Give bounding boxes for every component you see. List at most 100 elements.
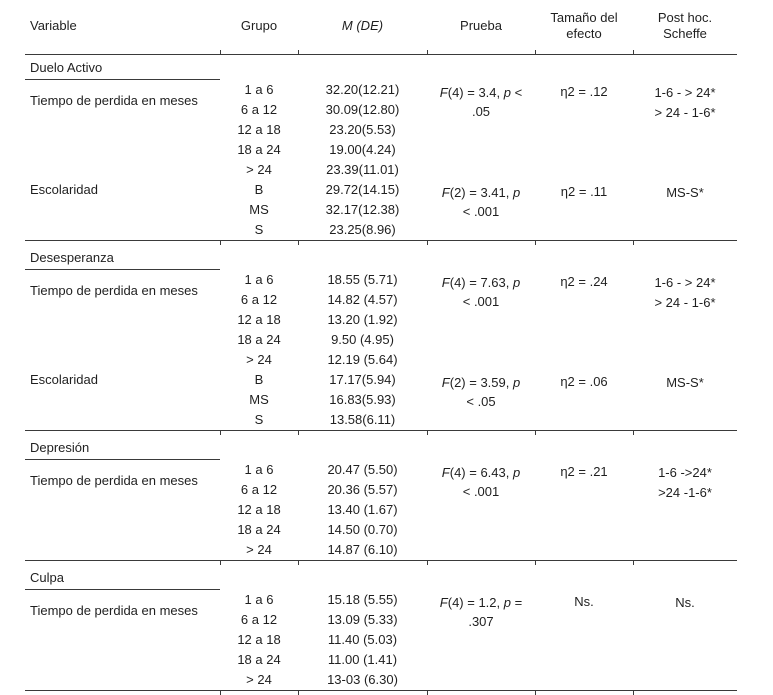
m-de-cell: 23.25(8.96) — [298, 220, 427, 241]
col-header-tamano-del-efecto: Tamaño del efecto — [535, 6, 633, 50]
group-cell: 6 a 12 — [220, 610, 298, 630]
section-title: Duelo Activo — [25, 55, 220, 80]
m-de-cell: 13.20 (1.92) — [298, 310, 427, 330]
effect-size-cell: η2 = .11 — [535, 180, 633, 241]
group-cell: 6 a 12 — [220, 100, 298, 120]
group-cell: B — [220, 180, 298, 200]
group-cell: > 24 — [220, 160, 298, 180]
m-de-cell: 16.83(5.93) — [298, 390, 427, 410]
m-de-cell: 20.47 (5.50) — [298, 460, 427, 480]
group-cell: MS — [220, 390, 298, 410]
col-header-post-hoc-scheffe: Post hoc. Scheffe — [633, 6, 737, 50]
m-de-cell: 12.19 (5.64) — [298, 350, 427, 370]
section-title-row: Culpa — [25, 565, 737, 590]
m-de-cell: 14.50 (0.70) — [298, 520, 427, 540]
group-cell: > 24 — [220, 540, 298, 561]
variable-cell: Tiempo de perdida en meses — [25, 460, 220, 561]
col-header-m-de: M (DE) — [298, 6, 427, 50]
group-cell: 1 a 6 — [220, 270, 298, 290]
section-title-row: Duelo Activo — [25, 55, 737, 81]
m-de-cell: 15.18 (5.55) — [298, 590, 427, 610]
prueba-cell: F(4) = 7.63, p< .001 — [427, 270, 535, 370]
m-de-cell: 32.17(12.38) — [298, 200, 427, 220]
rule-row — [25, 691, 737, 695]
section-title-cell: Depresión — [25, 435, 737, 460]
group-cell: 1 a 6 — [220, 590, 298, 610]
m-de-cell: 30.09(12.80) — [298, 100, 427, 120]
m-de-cell: 29.72(14.15) — [298, 180, 427, 200]
group-cell: S — [220, 220, 298, 241]
group-cell: B — [220, 370, 298, 390]
prueba-cell: F(4) = 1.2, p =.307 — [427, 590, 535, 691]
section-title: Desesperanza — [25, 245, 220, 270]
group-cell: 18 a 24 — [220, 650, 298, 670]
variable-cell: Tiempo de perdida en meses — [25, 80, 220, 180]
post-hoc-cell: 1-6 - > 24*> 24 - 1-6* — [633, 270, 737, 370]
group-cell: 12 a 18 — [220, 310, 298, 330]
group-cell: > 24 — [220, 350, 298, 370]
m-de-cell: 13.58(6.11) — [298, 410, 427, 431]
m-de-cell: 23.20(5.53) — [298, 120, 427, 140]
rule-cell — [633, 691, 737, 695]
group-cell: 18 a 24 — [220, 520, 298, 540]
m-de-cell: 19.00(4.24) — [298, 140, 427, 160]
group-cell: 1 a 6 — [220, 80, 298, 100]
group-cell: MS — [220, 200, 298, 220]
rule-cell — [25, 691, 220, 695]
effect-size-cell: η2 = .21 — [535, 460, 633, 561]
group-cell: 12 a 18 — [220, 630, 298, 650]
variable-cell: Tiempo de perdida en meses — [25, 590, 220, 691]
group-cell: 1 a 6 — [220, 460, 298, 480]
post-hoc-cell: Ns. — [633, 590, 737, 691]
section-title: Culpa — [25, 565, 220, 590]
m-de-cell: 9.50 (4.95) — [298, 330, 427, 350]
m-de-cell: 13.09 (5.33) — [298, 610, 427, 630]
m-de-cell: 18.55 (5.71) — [298, 270, 427, 290]
post-hoc-cell: MS-S* — [633, 180, 737, 241]
post-hoc-cell: 1-6 ->24*>24 -1-6* — [633, 460, 737, 561]
section-title-row: Depresión — [25, 435, 737, 460]
group-cell: 6 a 12 — [220, 290, 298, 310]
variable-cell: Tiempo de perdida en meses — [25, 270, 220, 370]
group-cell: S — [220, 410, 298, 431]
col-header-prueba: Prueba — [427, 6, 535, 50]
group-cell: > 24 — [220, 670, 298, 691]
m-de-cell: 32.20(12.21) — [298, 80, 427, 100]
effect-size-cell: η2 = .06 — [535, 370, 633, 431]
prueba-cell: F(2) = 3.41, p< .001 — [427, 180, 535, 241]
group-cell: 18 a 24 — [220, 140, 298, 160]
variable-cell: Escolaridad — [25, 370, 220, 431]
post-hoc-cell: 1-6 - > 24*> 24 - 1-6* — [633, 80, 737, 180]
m-de-cell: 13-03 (6.30) — [298, 670, 427, 691]
m-de-cell: 13.40 (1.67) — [298, 500, 427, 520]
effect-size-cell: Ns. — [535, 590, 633, 691]
section-title: Depresión — [25, 435, 220, 460]
section-title-cell: Duelo Activo — [25, 55, 737, 81]
m-de-cell: 23.39(11.01) — [298, 160, 427, 180]
m-de-cell: 11.40 (5.03) — [298, 630, 427, 650]
m-de-cell: 14.87 (6.10) — [298, 540, 427, 561]
group-cell: 12 a 18 — [220, 500, 298, 520]
variable-cell: Escolaridad — [25, 180, 220, 241]
section-title-cell: Desesperanza — [25, 245, 737, 270]
m-de-cell: 11.00 (1.41) — [298, 650, 427, 670]
prueba-cell: F(2) = 3.59, p< .05 — [427, 370, 535, 431]
header-row: Variable Grupo M (DE) Prueba Tamaño del … — [25, 6, 737, 50]
rule-cell — [535, 691, 633, 695]
group-cell: 6 a 12 — [220, 480, 298, 500]
rule-cell — [427, 691, 535, 695]
col-header-variable: Variable — [25, 6, 220, 50]
group-cell: 12 a 18 — [220, 120, 298, 140]
post-hoc-cell: MS-S* — [633, 370, 737, 431]
effect-size-cell: η2 = .24 — [535, 270, 633, 370]
m-de-cell: 20.36 (5.57) — [298, 480, 427, 500]
prueba-cell: F(4) = 6.43, p< .001 — [427, 460, 535, 561]
